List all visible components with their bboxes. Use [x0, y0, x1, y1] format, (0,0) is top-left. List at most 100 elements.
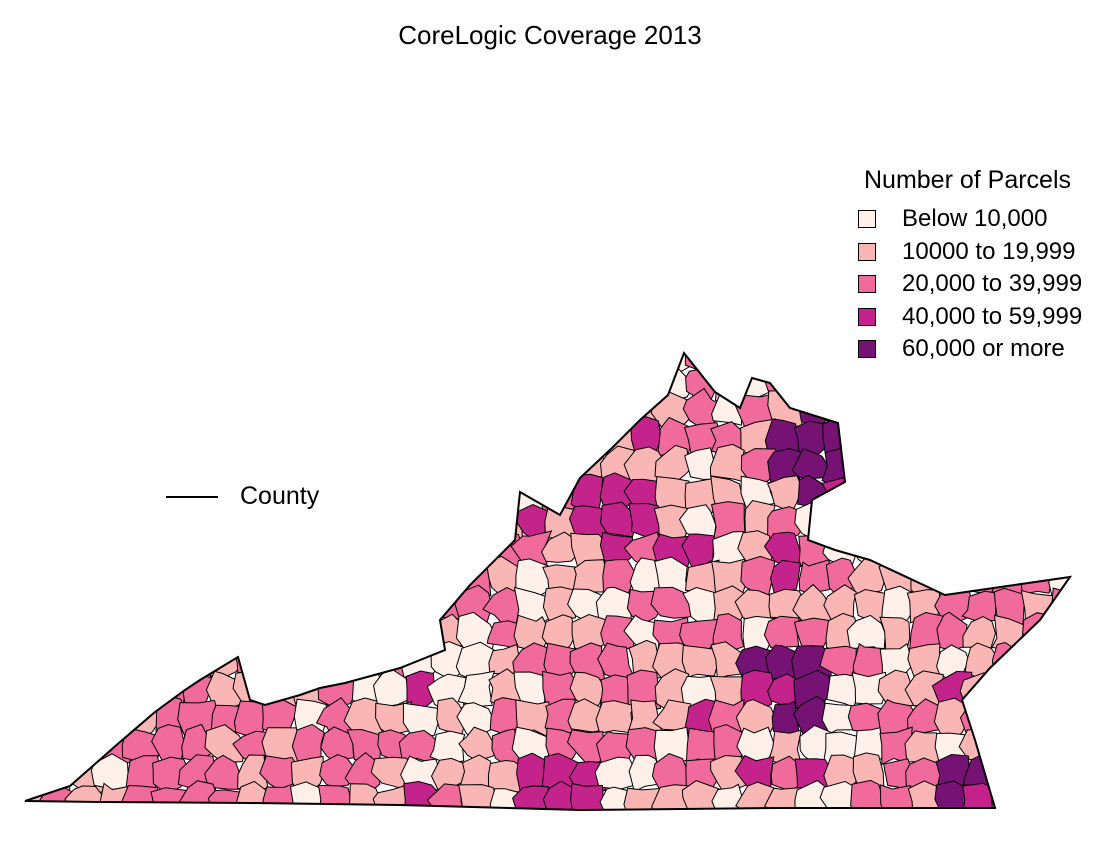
county-polygon: [1019, 502, 1060, 545]
county-polygon: [855, 477, 891, 514]
county-polygon: [25, 476, 48, 509]
county-polygon: [822, 415, 863, 458]
county-polygon: [175, 556, 216, 598]
county-polygon: [989, 389, 1027, 427]
county-polygon: [961, 446, 999, 489]
county-polygon: [295, 643, 330, 683]
county-polygon: [596, 362, 637, 402]
county-polygon: [1019, 559, 1053, 595]
county-polygon: [986, 753, 1031, 794]
county-polygon: [401, 444, 442, 481]
county-polygon: [599, 816, 636, 842]
county-polygon: [345, 558, 388, 600]
county-polygon: [794, 365, 828, 403]
county-polygon: [770, 559, 801, 596]
county-polygon: [149, 813, 188, 842]
county-polygon: [629, 813, 663, 842]
county-polygon: [710, 362, 746, 403]
county-polygon: [371, 588, 409, 625]
county-polygon: [405, 814, 437, 842]
county-polygon: [1075, 617, 1112, 655]
legend-label: Below 10,000: [902, 205, 1048, 233]
county-polygon: [62, 479, 106, 512]
county-polygon: [570, 422, 611, 457]
county-polygon: [150, 445, 187, 486]
county-polygon: [1073, 474, 1110, 515]
county-polygon: [267, 812, 302, 842]
county-polygon: [653, 504, 693, 544]
county-polygon: [95, 446, 135, 483]
county-polygon: [345, 387, 386, 430]
county-polygon: [320, 506, 358, 542]
county-polygon: [429, 730, 466, 765]
county-polygon: [1021, 673, 1054, 710]
county-polygon: [63, 451, 101, 487]
county-polygon: [403, 532, 443, 570]
county-polygon: [909, 421, 939, 454]
county-polygon: [1019, 644, 1055, 682]
county-polygon: [1075, 447, 1112, 484]
county-line-symbol: [166, 495, 218, 498]
county-polygon: [123, 416, 161, 459]
county-polygon: [461, 473, 495, 514]
county-polygon: [123, 809, 156, 810]
county-polygon: [25, 759, 45, 791]
county-polygon: [1052, 814, 1084, 842]
county-polygon: [94, 615, 127, 653]
county-polygon: [513, 353, 552, 371]
county-polygon: [456, 420, 491, 459]
county-polygon: [457, 392, 495, 430]
county-polygon: [291, 723, 325, 763]
county-polygon: [569, 814, 611, 842]
county-polygon: [1076, 365, 1109, 401]
county-polygon: [683, 353, 718, 371]
county-polygon: [153, 362, 189, 401]
county-polygon: [25, 671, 47, 704]
county-polygon: [97, 361, 130, 404]
county-polygon: [1077, 699, 1107, 736]
county-polygon: [431, 477, 472, 513]
county-polygon: [62, 353, 107, 373]
county-polygon: [851, 505, 888, 536]
county-polygon: [933, 697, 973, 741]
county-polygon: [819, 780, 860, 810]
county-key-label: County: [240, 482, 320, 510]
county-polygon: [40, 812, 72, 842]
county-polygon: [320, 473, 359, 517]
county-polygon: [966, 503, 1000, 538]
county-polygon: [1075, 783, 1110, 819]
county-polygon: [763, 615, 800, 649]
county-polygon: [71, 701, 106, 735]
county-polygon: [934, 443, 975, 483]
legend: Number of Parcels Below 10,000 10000 to …: [858, 166, 1082, 366]
county-polygon: [206, 814, 240, 842]
county-polygon: [430, 392, 468, 428]
county-polygon: [545, 812, 582, 842]
county-polygon: [291, 353, 332, 374]
county-polygon: [962, 782, 1004, 810]
county-polygon: [93, 585, 133, 626]
county-polygon: [514, 450, 547, 486]
county-polygon: [237, 387, 271, 433]
county-polygon: [622, 359, 663, 399]
county-polygon: [175, 813, 215, 842]
county-polygon: [205, 353, 244, 373]
county-polygon: [457, 670, 496, 707]
county-polygon: [742, 353, 776, 373]
county-polygon: [204, 361, 245, 399]
county-polygon: [290, 534, 324, 569]
county-polygon: [317, 558, 357, 593]
county-polygon: [263, 589, 300, 624]
county-polygon: [149, 389, 187, 430]
county-polygon: [457, 809, 495, 810]
county-polygon: [903, 503, 947, 542]
county-polygon: [1044, 780, 1070, 810]
county-polygon: [123, 557, 160, 597]
county-polygon: [1017, 700, 1056, 737]
county-polygon: [207, 423, 248, 459]
county-polygon: [150, 535, 187, 568]
county-polygon: [265, 557, 299, 595]
county-polygon: [400, 391, 438, 431]
county-polygon: [207, 789, 244, 810]
county-polygon: [910, 814, 944, 842]
